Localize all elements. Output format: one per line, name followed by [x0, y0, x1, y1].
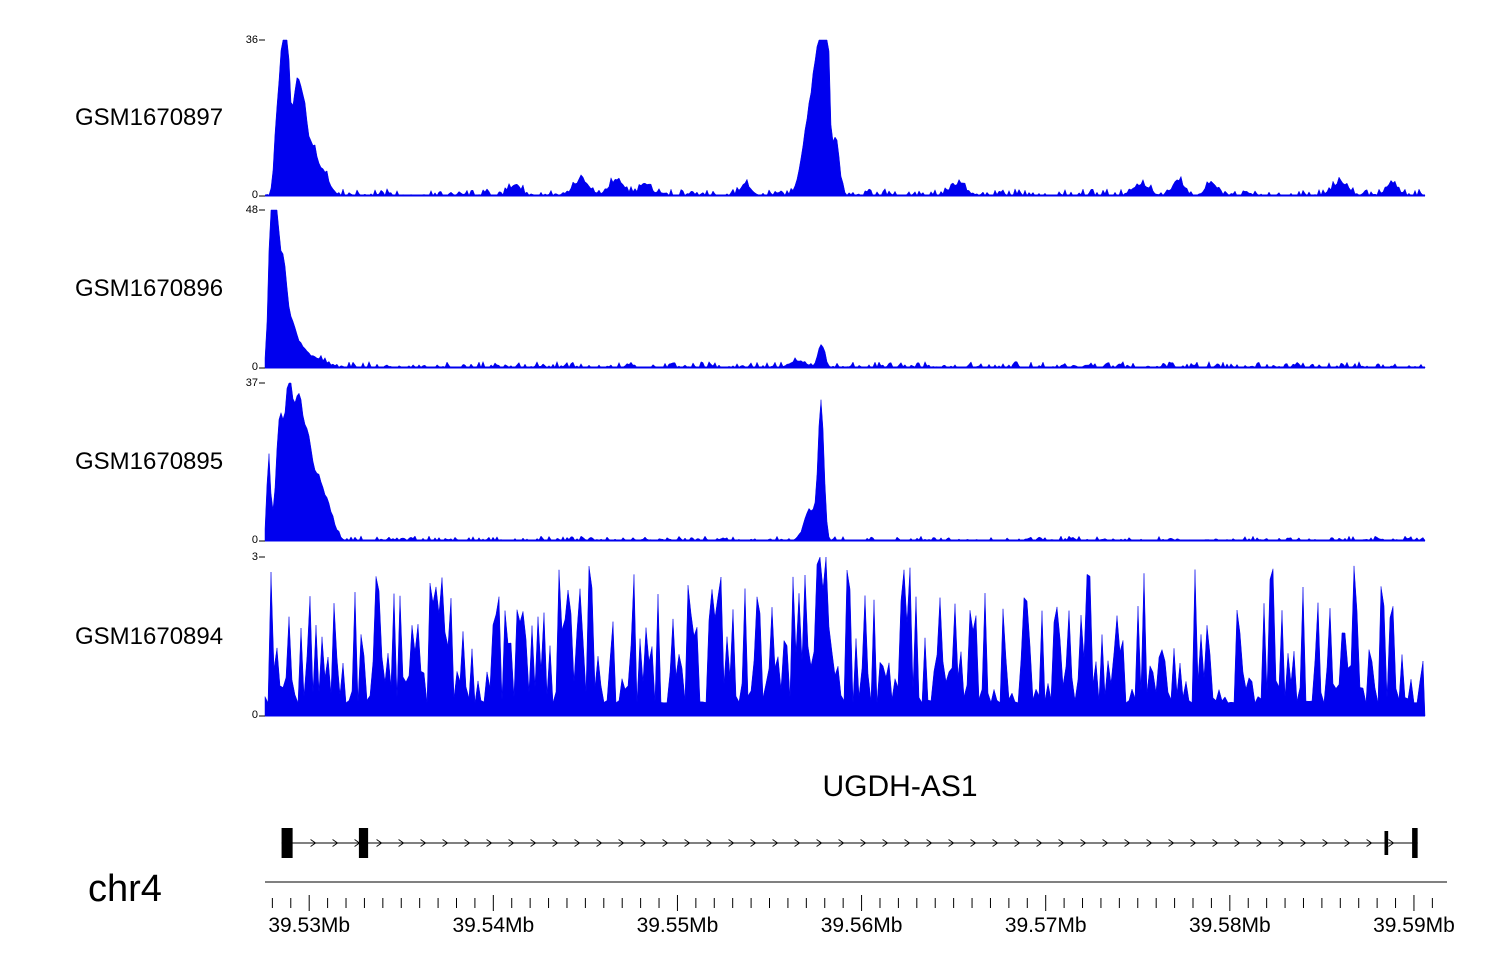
track-label-GSM1670895: GSM1670895	[75, 448, 224, 475]
axis-tick-label-39.54Mb: 39.54Mb	[452, 914, 535, 937]
track-label-GSM1670897: GSM1670897	[75, 104, 224, 131]
axis-tick-label-39.53Mb: 39.53Mb	[268, 914, 351, 937]
track-label-GSM1670896: GSM1670896	[75, 275, 224, 302]
baseline-GSM1670895	[265, 539, 1425, 542]
strand-arrow-icon	[1146, 839, 1153, 847]
baseline-GSM1670896	[265, 366, 1425, 369]
strand-arrow-icon	[860, 839, 867, 847]
gene-title: UGDH-AS1	[822, 770, 978, 803]
strand-arrow-icon	[948, 839, 955, 847]
strand-arrow-icon	[1080, 839, 1087, 847]
strand-arrow-icon	[486, 839, 493, 847]
strand-arrow-icon	[1058, 839, 1065, 847]
strand-arrow-icon	[1168, 839, 1175, 847]
yscale-max-GSM1670896: 48	[245, 204, 258, 216]
strand-arrow-icon	[1124, 839, 1131, 847]
yscale-zero-GSM1670897: 0	[251, 189, 258, 201]
strand-arrow-icon	[464, 839, 471, 847]
coverage-area-GSM1670897	[264, 39, 1426, 197]
strand-arrow-icon	[1102, 839, 1109, 847]
axis-tick-label-39.56Mb: 39.56Mb	[820, 914, 903, 937]
strand-arrow-icon	[904, 839, 911, 847]
strand-arrow-icon	[640, 839, 647, 847]
strand-arrow-icon	[530, 839, 537, 847]
gene-exon-2	[358, 828, 369, 858]
yscale-zero-GSM1670895: 0	[251, 534, 258, 546]
strand-arrow-icon	[684, 839, 691, 847]
strand-arrow-icon	[1014, 839, 1021, 847]
strand-arrow-icon	[398, 839, 405, 847]
axis-tick-label-39.55Mb: 39.55Mb	[636, 914, 719, 937]
yscale-zero-GSM1670896: 0	[251, 361, 258, 373]
coverage-area-GSM1670896	[264, 209, 1426, 369]
strand-arrow-icon	[442, 839, 449, 847]
strand-arrow-icon	[926, 839, 933, 847]
yscale-max-GSM1670895: 37	[245, 377, 258, 389]
strand-arrow-icon	[574, 839, 581, 847]
strand-arrow-icon	[618, 839, 625, 847]
strand-arrow-icon	[1190, 839, 1197, 847]
strand-arrow-icon	[1344, 839, 1351, 847]
strand-arrow-icon	[508, 839, 515, 847]
strand-arrow-icon	[552, 839, 559, 847]
yscale-max-GSM1670897: 36	[245, 34, 258, 46]
strand-arrow-icon	[794, 839, 801, 847]
strand-arrow-icon	[1388, 839, 1395, 847]
baseline-GSM1670894	[265, 714, 1425, 717]
strand-arrow-icon	[750, 839, 757, 847]
strand-arrow-icon	[838, 839, 845, 847]
strand-arrow-icon	[310, 839, 317, 847]
strand-arrow-icon	[992, 839, 999, 847]
strand-arrow-icon	[420, 839, 427, 847]
axis-tick-label-39.59Mb: 39.59Mb	[1373, 914, 1455, 937]
strand-arrow-icon	[728, 839, 735, 847]
coverage-area-GSM1670895	[264, 382, 1426, 542]
strand-arrow-icon	[332, 839, 339, 847]
strand-arrow-icon	[706, 839, 713, 847]
gene-exon-3	[1384, 831, 1389, 855]
strand-arrow-icon	[596, 839, 603, 847]
yscale-zero-GSM1670894: 0	[251, 709, 258, 721]
strand-arrow-icon	[1322, 839, 1329, 847]
strand-arrow-icon	[1366, 839, 1373, 847]
strand-arrow-icon	[1036, 839, 1043, 847]
strand-arrow-icon	[1234, 839, 1241, 847]
strand-arrow-icon	[1256, 839, 1263, 847]
chromosome-label: chr4	[88, 868, 162, 910]
track-label-GSM1670894: GSM1670894	[75, 622, 224, 650]
strand-arrow-icon	[376, 839, 383, 847]
yscale-max-GSM1670894: 3	[251, 551, 258, 563]
strand-arrow-icon	[970, 839, 977, 847]
strand-arrow-icon	[1300, 839, 1307, 847]
strand-arrow-icon	[772, 839, 779, 847]
axis-tick-label-39.58Mb: 39.58Mb	[1188, 914, 1271, 937]
strand-arrow-icon	[1212, 839, 1219, 847]
strand-arrow-icon	[662, 839, 669, 847]
axis-tick-label-39.57Mb: 39.57Mb	[1004, 914, 1087, 937]
strand-arrow-icon	[816, 839, 823, 847]
gene-exon-4	[1412, 828, 1418, 858]
strand-arrow-icon	[882, 839, 889, 847]
strand-arrow-icon	[1278, 839, 1285, 847]
gene-exon-1	[281, 828, 293, 858]
baseline-GSM1670897	[265, 194, 1425, 197]
coverage-area-GSM1670894	[264, 556, 1426, 717]
